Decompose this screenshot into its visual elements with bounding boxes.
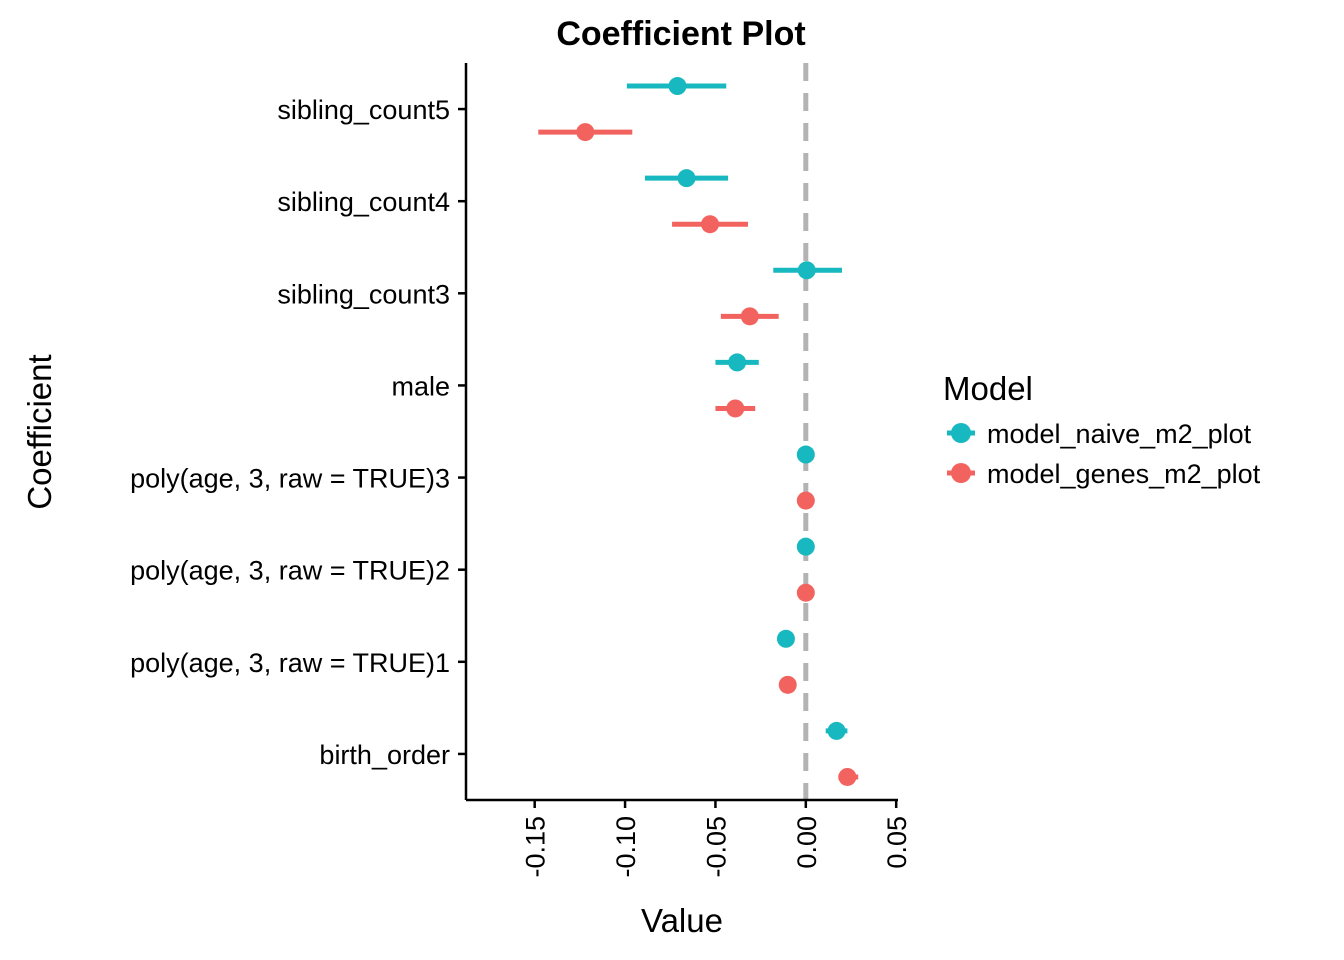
legend-key-point (951, 423, 971, 443)
coefficient-point (668, 77, 687, 96)
coefficient-point (701, 215, 720, 234)
y-tick-label: sibling_count3 (277, 279, 450, 309)
x-tick-label: 0.05 (882, 816, 912, 869)
x-tick-label: 0.00 (792, 816, 822, 869)
legend-label: model_naive_m2_plot (987, 419, 1252, 449)
coefficient-point (796, 537, 815, 556)
legend-title: Model (943, 370, 1033, 407)
y-axis-ticks: sibling_count5 sibling_count4 sibling_coun… (130, 95, 466, 770)
coefficient-point (796, 583, 815, 602)
coefficient-point (726, 399, 745, 418)
legend-key-point (951, 463, 971, 483)
y-tick-label: sibling_count4 (277, 187, 450, 217)
coefficient-point (677, 169, 696, 188)
legend-label: model_genes_m2_plot (987, 459, 1261, 489)
coefficient-point (740, 307, 759, 326)
coefficient-point (797, 261, 816, 280)
x-tick-label: -0.05 (701, 816, 731, 878)
coefficient-point (776, 629, 795, 648)
x-tick-label: -0.15 (521, 816, 551, 878)
x-axis-title: Value (641, 902, 723, 939)
data-marks-layer (538, 77, 859, 786)
y-axis-title: Coefficient (21, 354, 58, 509)
coefficient-point (838, 767, 857, 786)
y-tick-label: sibling_count5 (277, 95, 450, 125)
coefficient-point (778, 675, 797, 694)
y-tick-label: poly(age, 3, raw = TRUE)1 (130, 648, 450, 678)
y-tick-label: poly(age, 3, raw = TRUE)2 (130, 556, 450, 586)
y-tick-label: birth_order (319, 740, 450, 770)
coefficient-point (827, 721, 846, 740)
legend: Model model_naive_m2_plot model_genes_m2_… (943, 370, 1261, 489)
coefficient-point (728, 353, 747, 372)
y-tick-label: poly(age, 3, raw = TRUE)3 (130, 464, 450, 494)
coefficient-point (796, 491, 815, 510)
coefficient-point (576, 123, 595, 142)
coefficient-point (796, 445, 815, 464)
x-tick-label: -0.10 (611, 816, 641, 878)
y-tick-label: male (391, 371, 450, 401)
x-axis-ticks: -0.15 -0.10 -0.05 0.00 0.05 (521, 800, 912, 878)
chart-title: Coefficient Plot (556, 15, 805, 53)
